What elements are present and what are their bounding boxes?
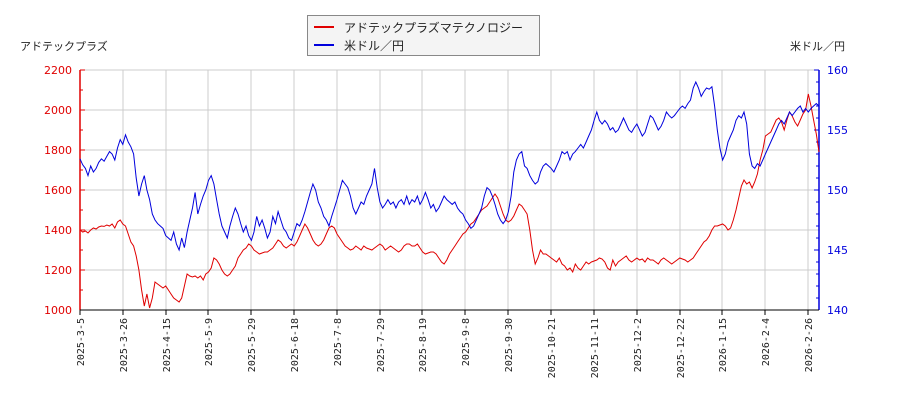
left-y-axis: 1000 1200 1400 1600 1800 2000 2200 (44, 64, 85, 317)
svg-text:140: 140 (827, 304, 848, 317)
svg-text:2025-10-21: 2025-10-21 (547, 318, 558, 378)
svg-text:2200: 2200 (44, 64, 72, 77)
svg-text:1600: 1600 (44, 184, 72, 197)
svg-text:160: 160 (827, 64, 848, 77)
svg-text:2025-12-2: 2025-12-2 (633, 318, 644, 372)
svg-text:2025-3-26: 2025-3-26 (119, 318, 130, 372)
red-line-swatch-icon (314, 26, 334, 28)
x-axis: 2025-3-5 2025-3-26 2025-4-15 2025-5-9 2025-5… (76, 309, 819, 378)
svg-text:2026-2-4: 2026-2-4 (761, 318, 772, 366)
svg-text:2026-1-15: 2026-1-15 (718, 318, 729, 372)
legend-item-usdjpy: 米ドル／円 (314, 36, 404, 54)
svg-text:2000: 2000 (44, 104, 72, 117)
stock-price-line (79, 93, 820, 309)
svg-text:155: 155 (827, 124, 848, 137)
svg-text:2025-7-29: 2025-7-29 (376, 318, 387, 372)
svg-text:2025-11-11: 2025-11-11 (590, 318, 601, 378)
legend-item-stock: アドテックプラズマテクノロジー (314, 18, 523, 36)
svg-text:2025-9-30: 2025-9-30 (504, 318, 515, 372)
svg-text:2025-6-18: 2025-6-18 (290, 318, 301, 372)
svg-text:2025-5-9: 2025-5-9 (204, 318, 215, 366)
right-y-axis: 140 145 150 155 160 (814, 64, 848, 317)
svg-text:2025-12-22: 2025-12-22 (676, 318, 687, 378)
legend-label-stock: アドテックプラズマテクノロジー (344, 20, 524, 35)
grid-lines (79, 69, 819, 311)
svg-text:145: 145 (827, 244, 848, 257)
usdjpy-line (79, 80, 820, 252)
svg-text:2025-9-8: 2025-9-8 (461, 318, 472, 366)
legend-label-usdjpy: 米ドル／円 (344, 38, 405, 53)
svg-text:2025-8-19: 2025-8-19 (418, 318, 429, 372)
svg-text:1000: 1000 (44, 304, 72, 317)
svg-text:150: 150 (827, 184, 848, 197)
svg-text:2025-5-29: 2025-5-29 (247, 318, 258, 372)
series-lines (79, 80, 820, 309)
svg-text:2025-7-8: 2025-7-8 (333, 318, 344, 366)
svg-text:2026-2-26: 2026-2-26 (804, 318, 815, 372)
blue-line-swatch-icon (314, 44, 334, 46)
svg-text:1400: 1400 (44, 224, 72, 237)
svg-text:2025-4-15: 2025-4-15 (162, 318, 173, 372)
svg-text:2025-3-5: 2025-3-5 (76, 318, 87, 366)
svg-text:1200: 1200 (44, 264, 72, 277)
legend: アドテックプラズマテクノロジー 米ドル／円 (307, 15, 540, 56)
right-axis-title: 米ドル／円 (790, 40, 845, 53)
svg-text:1800: 1800 (44, 144, 72, 157)
left-axis-title: アドテックプラズ (20, 40, 108, 53)
